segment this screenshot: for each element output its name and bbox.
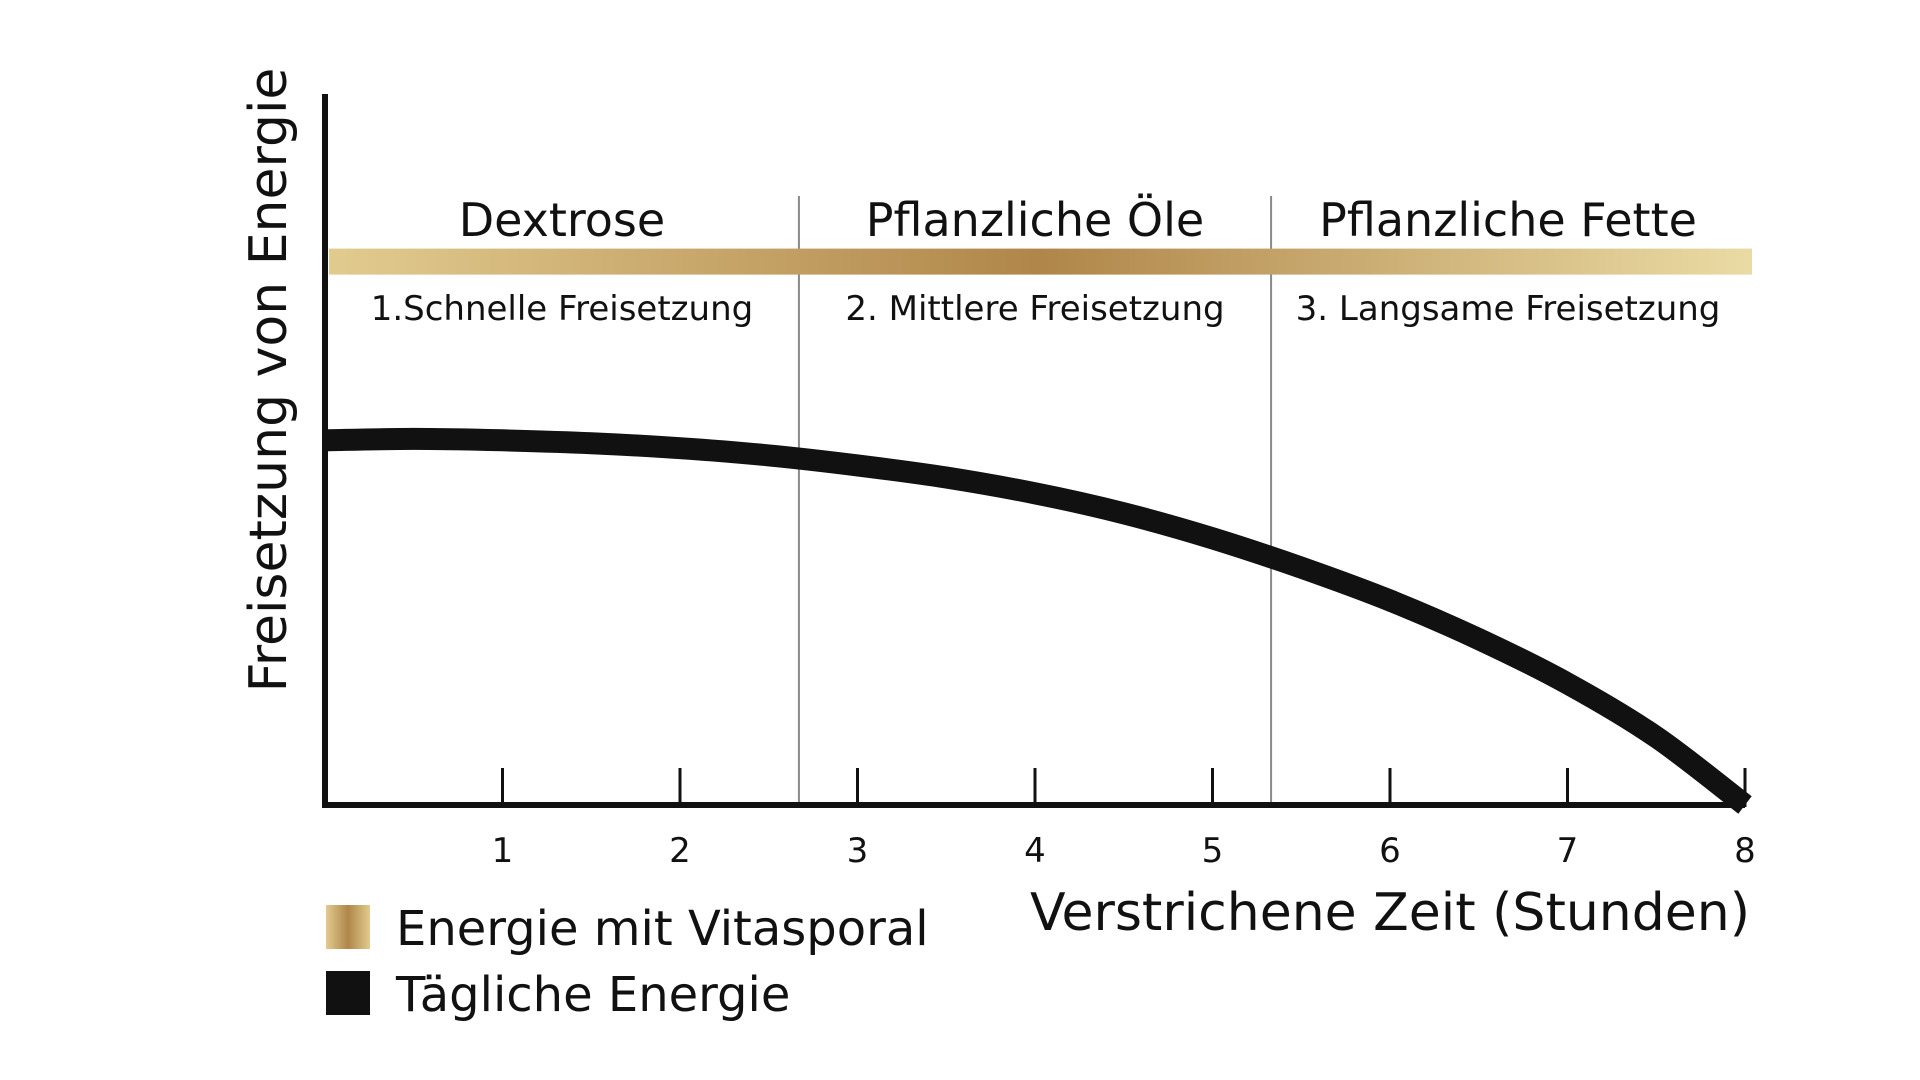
legend-label-taegliche-energie: Tägliche Energie	[395, 967, 790, 1023]
x-tick-label: 8	[1734, 831, 1756, 871]
x-tick-label: 5	[1202, 831, 1224, 871]
legend-swatch-vitasporal	[326, 905, 370, 949]
legend-label-vitasporal: Energie mit Vitasporal	[396, 901, 929, 957]
phase-name-label: Pflanzliche Öle	[866, 193, 1204, 247]
x-tick-label: 2	[669, 831, 691, 871]
vitasporal-energy-band	[329, 248, 1752, 275]
curve-layer	[324, 427, 1752, 814]
phase-name-label: Pflanzliche Fette	[1319, 193, 1697, 247]
gold-band-layer	[329, 248, 1752, 275]
x-axis-title: Verstrichene Zeit (Stunden)	[1030, 883, 1750, 943]
phase-description-label: 2. Mittlere Freisetzung	[845, 289, 1224, 329]
x-tick-label: 3	[847, 831, 869, 871]
daily-energy-curve	[324, 427, 1752, 814]
phase-description-label: 3. Langsame Freisetzung	[1296, 289, 1721, 329]
y-axis-title: Freisetzung von Energie	[239, 68, 299, 693]
x-tick-label: 4	[1024, 831, 1046, 871]
x-tick-layer: 1 2 3 4 5 6 7 8	[492, 768, 1756, 871]
x-tick-label: 6	[1379, 831, 1401, 871]
phase-layer: Dextrose 1.Schnelle Freisetzung Pflanzlich…	[371, 193, 1721, 805]
legend-swatch-taegliche-energie	[326, 971, 370, 1015]
legend: Energie mit Vitasporal Tägliche Energie	[326, 901, 929, 1023]
x-tick-label: 1	[492, 831, 514, 871]
x-tick-label: 7	[1557, 831, 1579, 871]
phase-description-label: 1.Schnelle Freisetzung	[371, 289, 754, 329]
phase-name-label: Dextrose	[459, 193, 665, 247]
